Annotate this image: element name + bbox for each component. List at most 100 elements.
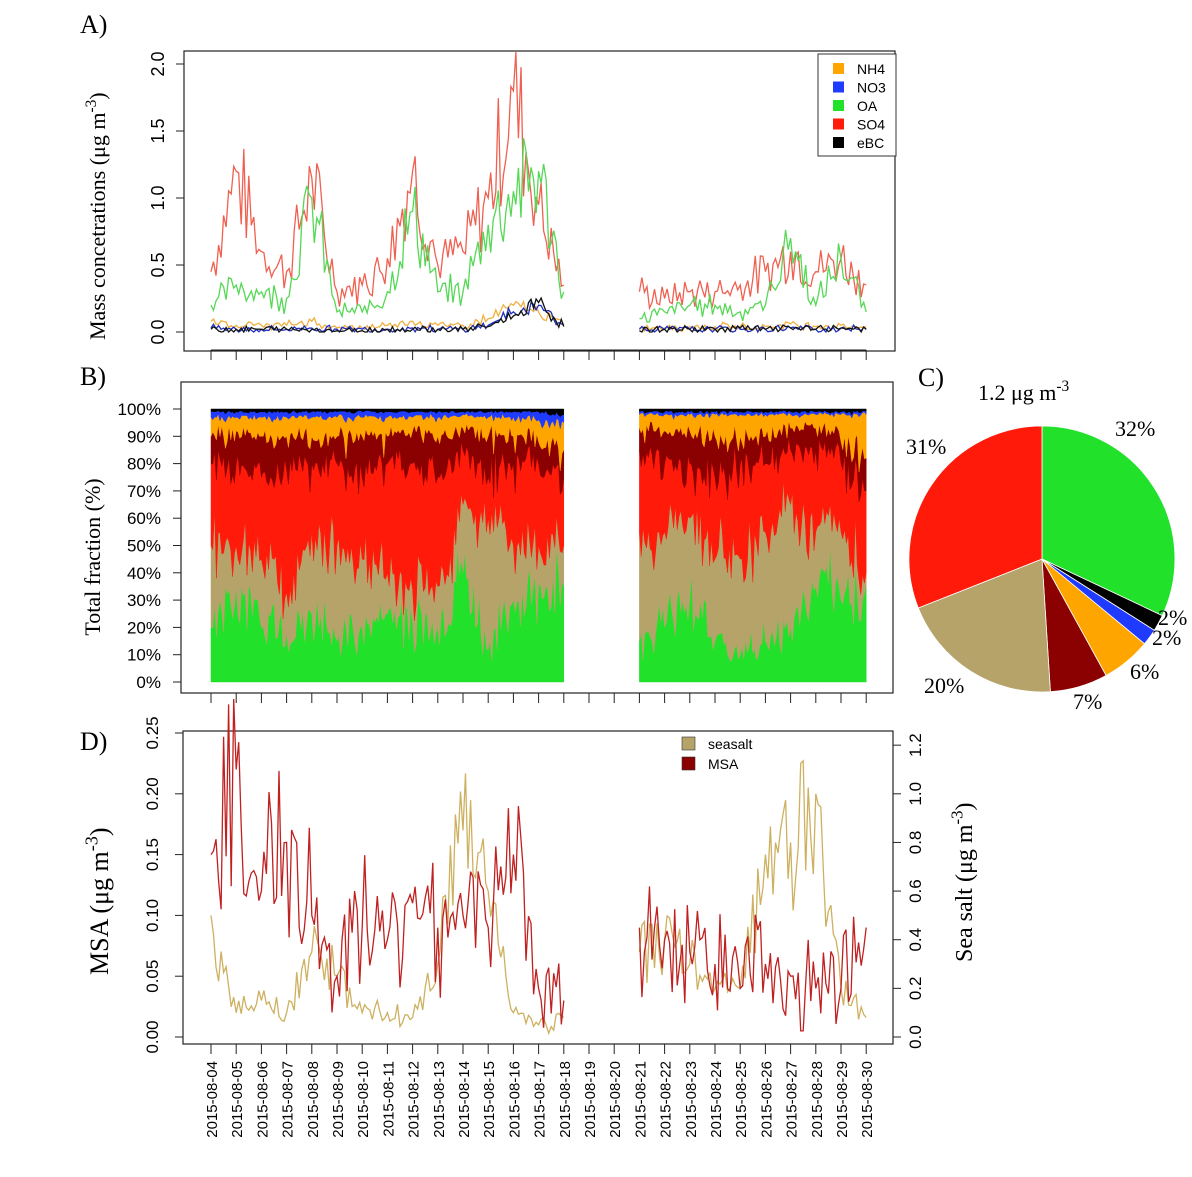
area-eBC bbox=[639, 408, 867, 416]
panel-a-ytick-label: 1.5 bbox=[148, 118, 168, 143]
panel-d-ylabel-right: Sea salt (μg m-3) bbox=[947, 803, 978, 963]
legend-swatch-eBC bbox=[833, 137, 844, 148]
legend-label-NH4: NH4 bbox=[857, 61, 885, 77]
series-line-OA bbox=[639, 229, 867, 323]
x-tick-label: 2015-08-23 bbox=[683, 1061, 700, 1138]
x-tick-label: 2015-08-13 bbox=[431, 1061, 448, 1138]
pie-label-MSA: 7% bbox=[1073, 689, 1102, 714]
x-tick-label: 2015-08-20 bbox=[607, 1061, 624, 1138]
panel-b-ytick-label: 90% bbox=[127, 427, 161, 446]
x-tick-label: 2015-08-25 bbox=[733, 1061, 750, 1138]
x-tick-label: 2015-08-08 bbox=[305, 1061, 322, 1138]
panel-d-ytick-right-label: 0.4 bbox=[906, 928, 925, 952]
panel-b-ytick-label: 30% bbox=[127, 591, 161, 610]
panel-d-ytick-right-label: 1.2 bbox=[906, 733, 925, 757]
x-tick-label: 2015-08-29 bbox=[834, 1061, 851, 1138]
legend-label-NO3: NO3 bbox=[857, 80, 886, 96]
legend-label-seasalt: seasalt bbox=[708, 736, 752, 752]
panel-d-ytick-left-label: 0.20 bbox=[143, 777, 162, 810]
legend-swatch-SO4 bbox=[833, 118, 844, 130]
pie-label-eBC: 2% bbox=[1158, 605, 1187, 630]
panel-d-ylabel-left: MSA (μg m-3) bbox=[82, 827, 114, 975]
series-line-seasalt bbox=[210, 773, 565, 1036]
series-line-OA bbox=[210, 137, 565, 319]
x-tick-label: 2015-08-17 bbox=[532, 1061, 549, 1138]
pie-label-NH4: 6% bbox=[1130, 659, 1159, 684]
area-eBC bbox=[210, 408, 565, 418]
panel-a-ylabel: Mass concetrations (μg m-3) bbox=[83, 92, 110, 340]
panel-d-ytick-left-label: 0.10 bbox=[143, 899, 162, 932]
legend-swatch-NO3 bbox=[833, 81, 844, 93]
legend-swatch-NH4 bbox=[833, 63, 844, 74]
pie-title: 1.2 μg m-3 bbox=[978, 378, 1070, 405]
legend-swatch-seasalt bbox=[681, 736, 696, 751]
series-line-MSA bbox=[638, 886, 867, 1032]
legend-label-SO4: SO4 bbox=[857, 117, 885, 133]
panel-label-c: C) bbox=[918, 363, 944, 392]
pie-slice-OA bbox=[1041, 425, 1176, 617]
panel-b-ytick-label: 10% bbox=[127, 646, 161, 665]
panel-d-ytick-right-label: 0.6 bbox=[906, 879, 925, 903]
series-line-SO4 bbox=[210, 52, 565, 307]
panel-d-ytick-right-label: 0.8 bbox=[906, 831, 925, 855]
x-tick-label: 2015-08-30 bbox=[859, 1061, 876, 1138]
panel-d-legend: seasalt MSA bbox=[681, 736, 752, 772]
panel-b-ytick-label: 100% bbox=[118, 400, 161, 419]
legend-swatch-MSA bbox=[681, 756, 696, 771]
x-tick-label: 2015-08-05 bbox=[229, 1061, 246, 1138]
x-tick-label: 2015-08-19 bbox=[582, 1061, 599, 1138]
x-tick-label: 2015-08-15 bbox=[481, 1061, 498, 1138]
panel-label-b: B) bbox=[80, 362, 106, 391]
legend-label-eBC: eBC bbox=[857, 135, 884, 151]
panel-a-ytick-label: 1.0 bbox=[148, 185, 168, 210]
x-tick-label: 2015-08-24 bbox=[708, 1061, 725, 1138]
panel-b-ytick-label: 20% bbox=[127, 618, 161, 637]
legend-label-OA: OA bbox=[857, 98, 878, 114]
panel-b-ytick-label: 50% bbox=[127, 537, 161, 556]
x-tick-label: 2015-08-21 bbox=[632, 1061, 649, 1138]
panel-a-legend: NH4 NO3 OA SO4 eBC bbox=[817, 53, 897, 157]
x-tick-label: 2015-08-28 bbox=[809, 1061, 826, 1138]
panel-b-ytick-label: 0% bbox=[136, 673, 161, 692]
pie-slice-SO4 bbox=[908, 425, 1043, 609]
panel-b-ytick-label: 40% bbox=[127, 564, 161, 583]
x-tick-label: 2015-08-12 bbox=[406, 1061, 423, 1138]
series-line-NH4 bbox=[210, 299, 565, 332]
panel-a-ytick-label: 0.0 bbox=[148, 319, 168, 344]
x-tick-label: 2015-08-10 bbox=[355, 1061, 372, 1138]
legend-label-MSA: MSA bbox=[708, 756, 739, 772]
x-tick-label: 2015-08-06 bbox=[254, 1061, 271, 1138]
panel-d-ytick-left-label: 0.00 bbox=[143, 1020, 162, 1053]
x-tick-label: 2015-08-22 bbox=[658, 1061, 675, 1138]
x-tick-label: 2015-08-26 bbox=[758, 1061, 775, 1138]
x-tick-label: 2015-08-09 bbox=[330, 1061, 347, 1138]
legend-box bbox=[817, 53, 897, 157]
panel-a-ytick-label: 0.5 bbox=[148, 252, 168, 277]
panel-b-ytick-label: 80% bbox=[127, 455, 161, 474]
series-line-seasalt bbox=[638, 759, 867, 1020]
x-tick-label: 2015-08-04 bbox=[204, 1061, 221, 1138]
panel-b-ylabel: Total fraction (%) bbox=[80, 478, 105, 635]
panel-d-ytick-left-label: 0.25 bbox=[143, 716, 162, 749]
series-line-eBC bbox=[210, 296, 565, 334]
x-tick-label: 2015-08-16 bbox=[506, 1061, 523, 1138]
pie-label-seasalt: 20% bbox=[924, 673, 964, 698]
panel-d-ytick-right-label: 1.0 bbox=[906, 782, 925, 806]
panel-label-d: D) bbox=[80, 727, 107, 756]
pie-slice-seasalt bbox=[917, 558, 1051, 693]
panel-label-a: A) bbox=[80, 10, 107, 39]
panel-b-ytick-label: 70% bbox=[127, 482, 161, 501]
series-line-eBC bbox=[639, 324, 867, 334]
panel-a-frame bbox=[183, 50, 896, 352]
pie-label-OA: 32% bbox=[1115, 416, 1155, 441]
x-tick-label: 2015-08-11 bbox=[380, 1061, 397, 1137]
legend-swatch-OA bbox=[833, 100, 844, 111]
pie-label-NO3: 2% bbox=[1152, 625, 1181, 650]
x-tick-label: 2015-08-14 bbox=[456, 1061, 473, 1138]
panel-b-ytick-label: 60% bbox=[127, 509, 161, 528]
panel-d-ytick-left-label: 0.15 bbox=[143, 838, 162, 871]
panel-a-ytick-label: 2.0 bbox=[148, 51, 168, 76]
panel-d-ytick-left-label: 0.05 bbox=[143, 960, 162, 993]
series-line-MSA bbox=[210, 698, 565, 1028]
